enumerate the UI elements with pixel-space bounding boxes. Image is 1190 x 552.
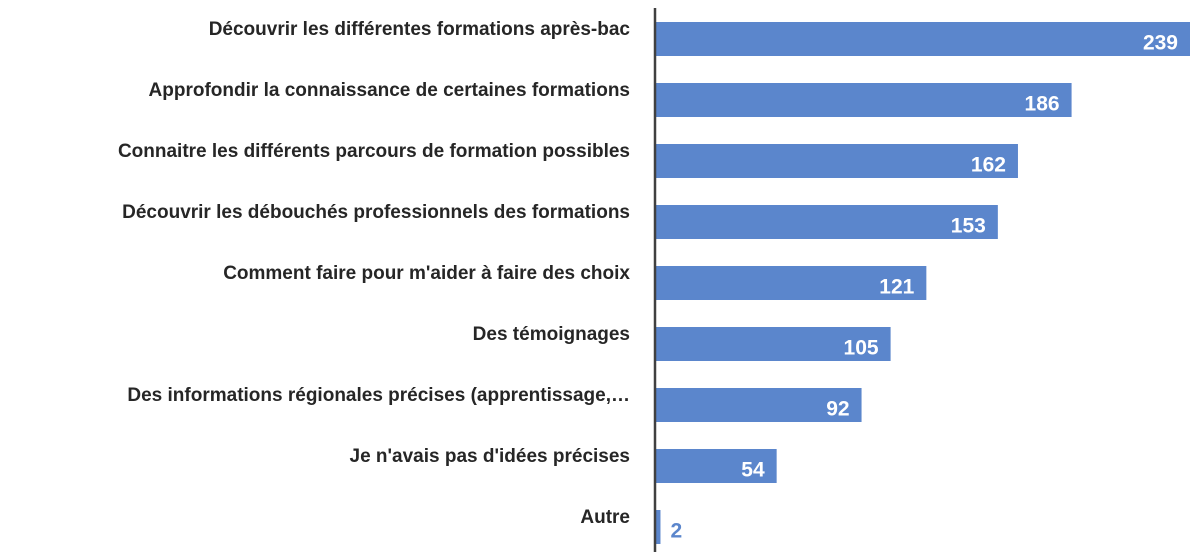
category-label: Connaitre les différents parcours de for…	[118, 141, 630, 162]
bar	[656, 83, 1072, 117]
category-label: Découvrir les différentes formations apr…	[209, 19, 631, 40]
value-label: 92	[826, 398, 849, 421]
value-label: 54	[741, 459, 765, 482]
value-label: 153	[951, 215, 986, 238]
bar	[656, 144, 1018, 178]
value-label: 186	[1025, 93, 1060, 116]
value-label: 162	[971, 154, 1006, 177]
category-label: Des témoignages	[473, 324, 630, 345]
bar	[656, 449, 777, 483]
category-label: Autre	[580, 507, 630, 528]
category-label: Je n'avais pas d'idées précises	[350, 446, 630, 467]
value-label: 105	[844, 337, 879, 360]
value-label: 121	[879, 276, 914, 299]
category-label: Des informations régionales précises (ap…	[127, 385, 630, 406]
bar	[656, 22, 1190, 56]
bar	[656, 266, 927, 300]
category-label: Approfondir la connaissance de certaines…	[149, 80, 630, 101]
bar	[656, 327, 891, 361]
value-label: 239	[1143, 32, 1178, 55]
value-label: 2	[670, 520, 682, 543]
category-label: Comment faire pour m'aider à faire des c…	[223, 263, 630, 284]
bar	[656, 510, 661, 544]
bar	[656, 205, 998, 239]
bar	[656, 388, 862, 422]
category-label: Découvrir les débouchés professionnels d…	[122, 202, 630, 223]
